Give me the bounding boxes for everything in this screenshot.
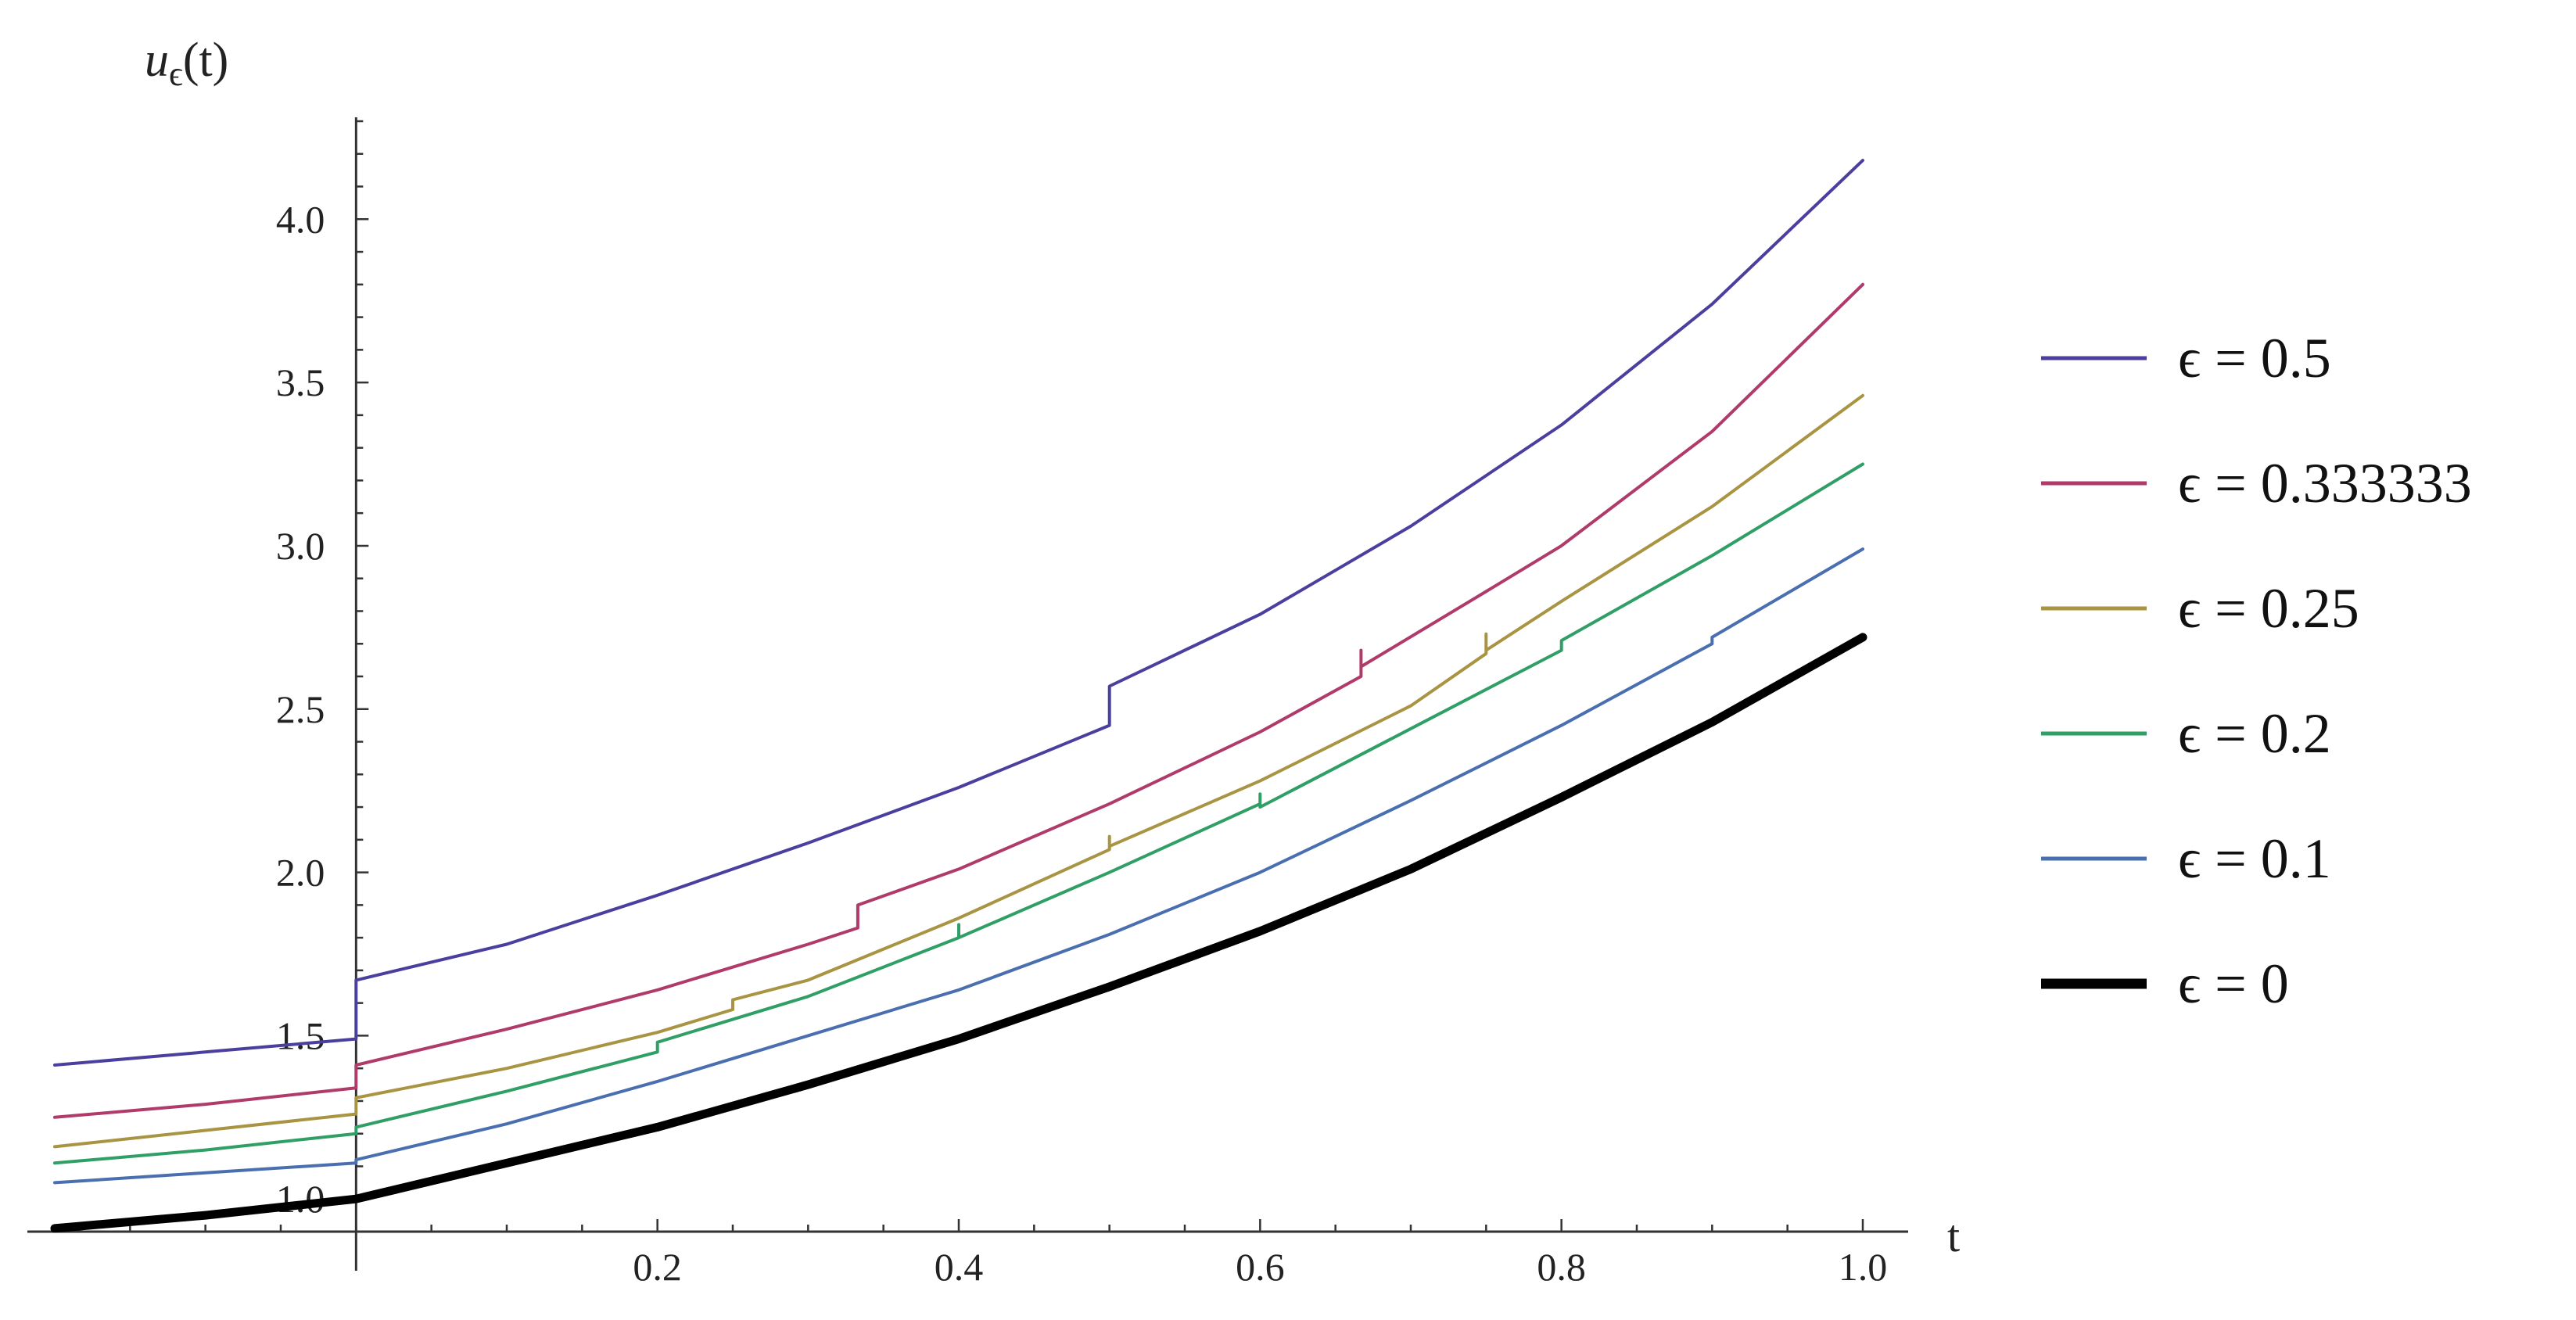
plot-area xyxy=(50,159,1867,1233)
legend-label: ϵ = 0.25 xyxy=(2178,577,2359,640)
legend: ϵ = 0.5 ϵ = 0.333333 ϵ = 0.25 ϵ = 0.2 ϵ = 0.… xyxy=(2041,327,2472,1015)
series-line xyxy=(50,633,1867,1233)
y-tick-label: 4.0 xyxy=(276,197,325,241)
x-tick-label: 0.8 xyxy=(1537,1245,1586,1289)
y-axis-title-sub: ϵ xyxy=(169,55,183,93)
y-tick-label: 2.5 xyxy=(276,687,325,731)
series-line xyxy=(53,159,1864,1067)
legend-label: ϵ = 0 xyxy=(2178,952,2289,1015)
x-tick-label: 0.6 xyxy=(1236,1245,1285,1289)
y-tick-label: 1.5 xyxy=(276,1013,325,1057)
y-tick-label: 2.0 xyxy=(276,851,325,895)
series-line xyxy=(53,282,1864,1119)
x-tick-label: 0.2 xyxy=(633,1245,682,1289)
x-tick-label: 0.4 xyxy=(935,1245,984,1289)
y-axis-title: uϵ(t) xyxy=(145,34,228,93)
legend-label: ϵ = 0.2 xyxy=(2178,702,2331,765)
series-line xyxy=(53,547,1864,1185)
legend-label: ϵ = 0.1 xyxy=(2178,827,2331,890)
series-line xyxy=(53,462,1864,1165)
legend-label: ϵ = 0.5 xyxy=(2178,327,2331,389)
x-axis-title: t xyxy=(1947,1211,1960,1261)
y-axis-title-tail: (t) xyxy=(183,34,229,87)
x-tick-label: 1.0 xyxy=(1839,1245,1888,1289)
series-line xyxy=(53,393,1864,1149)
axes: 0.2 0.4 0.6 0.8 1.01.01.52.02.53.03.54.0 xyxy=(27,117,1908,1289)
y-tick-label: 3.0 xyxy=(276,524,325,568)
y-axis-title-main: u xyxy=(145,34,169,87)
y-tick-label: 3.5 xyxy=(276,360,325,404)
legend-label: ϵ = 0.333333 xyxy=(2178,452,2472,515)
